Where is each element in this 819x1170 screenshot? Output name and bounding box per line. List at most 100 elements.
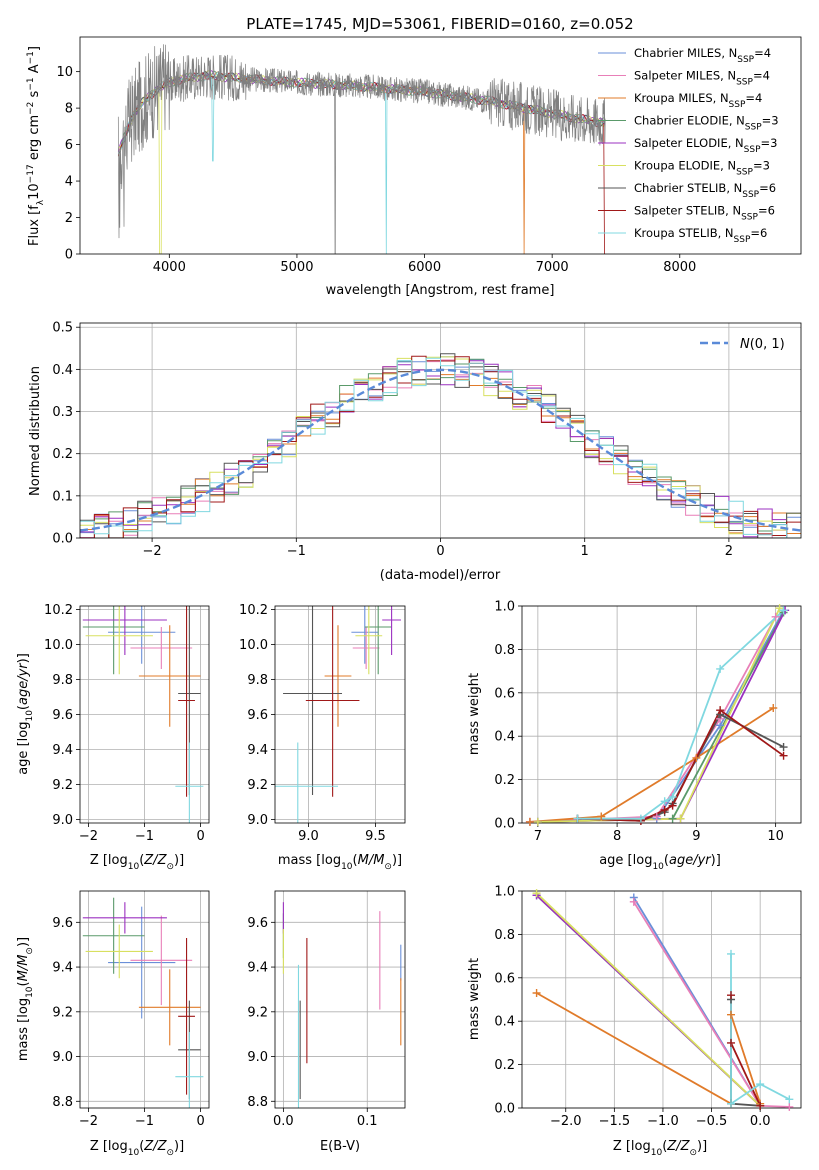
label-part: ] (27, 46, 42, 51)
series-marker (785, 1095, 794, 1104)
label-part: mass [log (16, 998, 31, 1061)
y-tick-label: 9.8 (247, 673, 268, 688)
label-part: Chabrier ELODIE, N (634, 114, 745, 128)
y-tick-label: 0.6 (494, 971, 515, 986)
x-axis-label: age [log10(age/yr)] (599, 853, 721, 872)
label-part: Chabrier MILES, N (634, 46, 737, 60)
series-marker (573, 814, 582, 823)
label-part: Kroupa ELODIE, N (634, 159, 736, 173)
label-part: ( (353, 853, 358, 868)
label-part: ⊙ (689, 1148, 697, 1158)
y-tick-label: 8 (65, 102, 73, 117)
x-tick-label: −1 (135, 1114, 154, 1129)
chart-mass_vs_EBV: 0.0 0.1 8.8 9.0 9.2 9.4 9.6 E(B-V) (247, 890, 406, 1154)
x-tick-label: 9 (692, 829, 700, 844)
x-axis-label: mass [log10(M/M⊙)] (278, 853, 402, 872)
x-axis-label: Z [log10(Z/Z⊙)] (613, 1139, 707, 1158)
label-part: −2 (26, 102, 36, 115)
label-part: SSP (729, 100, 746, 110)
observed-spectrum-line (117, 44, 606, 254)
y-tick-label: 9.6 (52, 916, 73, 931)
label-part: Kroupa MILES, N (634, 91, 729, 105)
y-tick-label: 0.4 (52, 363, 73, 378)
plot-area (82, 897, 204, 1108)
label-part: =3 (762, 114, 779, 128)
series-marker (532, 889, 541, 898)
series-marker (533, 817, 542, 826)
y-tick-label: 0.2 (494, 773, 515, 788)
label-part: 10 (651, 1148, 663, 1158)
y-tick-label: 10.2 (44, 603, 73, 618)
label-part: λ (36, 199, 46, 205)
y-tick-label: 9.6 (247, 916, 268, 931)
label-part: −17 (26, 164, 36, 183)
label-part: age [log (599, 853, 652, 868)
label-part: =6 (759, 181, 776, 195)
series-marker (716, 664, 725, 673)
plot-area (529, 607, 786, 823)
label-part: ⊙ (166, 862, 174, 872)
y-tick-label: 0.1 (52, 489, 73, 504)
gaussian-curve (80, 368, 801, 532)
label-part: )] (711, 853, 721, 868)
chart-title: PLATE=1745, MJD=53061, FIBERID=0160, z=0… (246, 15, 633, 33)
y-tick-label: 0.0 (494, 1102, 515, 1117)
y-tick-label: 10.0 (239, 638, 268, 653)
series-marker (727, 991, 736, 1000)
series-marker (727, 949, 736, 958)
label-part: SSP (736, 168, 753, 178)
x-tick-label: 2 (725, 544, 733, 559)
label-part: Z/Z (143, 1139, 167, 1154)
series-marker (668, 792, 677, 801)
x-tick-label: 0 (436, 544, 444, 559)
histogram-step-line (80, 353, 801, 538)
x-tick-label: 9.0 (298, 829, 319, 844)
x-tick-label: −1.5 (599, 1114, 631, 1129)
y-tick-label: 8.8 (52, 1095, 73, 1110)
series-marker (785, 1102, 794, 1111)
legend-label: Salpeter MILES, NSSP=4 (634, 69, 770, 88)
label-part: age/yr (16, 662, 31, 705)
series-marker (756, 1080, 765, 1089)
label-part: ( (16, 981, 31, 986)
label-part: )] (392, 853, 402, 868)
label-part: M/M (358, 853, 385, 868)
y-tick-label: 0.2 (494, 1058, 515, 1073)
series-line (529, 707, 774, 823)
series-line (577, 609, 785, 820)
y-tick-label: 9.4 (247, 961, 268, 976)
label-part: Z [log (90, 853, 128, 868)
legend-label: Chabrier MILES, NSSP=4 (634, 46, 771, 65)
x-tick-label: 0.1 (357, 1114, 378, 1129)
y-tick-label: 0.4 (494, 730, 515, 745)
label-part: =4 (745, 91, 762, 105)
chart-residuals: −2 −1 0 1 2 0.0 0.1 0.2 0.3 0.4 0.5 (data-model)/er… (28, 321, 802, 583)
axes-frame (521, 605, 802, 824)
plot-area (282, 902, 402, 1108)
y-tick-label: 1.0 (494, 600, 515, 615)
x-axis-label: wavelength [Angstrom, rest frame] (326, 283, 555, 298)
y-axis-label: mass weight (467, 673, 482, 755)
x-tick-label: 8000 (663, 260, 696, 275)
y-tick-label: 0.2 (52, 447, 73, 462)
x-tick-label: 7 (534, 829, 542, 844)
label-part: ⊙ (166, 1148, 174, 1158)
label-part: Salpeter STELIB, N (634, 204, 741, 218)
label-part: 10 (27, 183, 42, 200)
y-tick-label: 0.8 (494, 928, 515, 943)
label-part: mass [log (278, 853, 341, 868)
legend-label: Kroupa MILES, NSSP=4 (634, 91, 762, 110)
label-part: SSP (742, 190, 759, 200)
series-marker (532, 988, 541, 997)
label-part: Z/Z (143, 853, 167, 868)
series-marker (756, 1101, 765, 1110)
series-marker (676, 814, 685, 823)
label-part: =6 (758, 204, 775, 218)
series-marker (779, 606, 788, 615)
label-part: s (27, 90, 42, 101)
y-tick-label: 0.3 (52, 405, 73, 420)
x-tick-label: 8 (613, 829, 621, 844)
label-part: N (740, 337, 750, 352)
